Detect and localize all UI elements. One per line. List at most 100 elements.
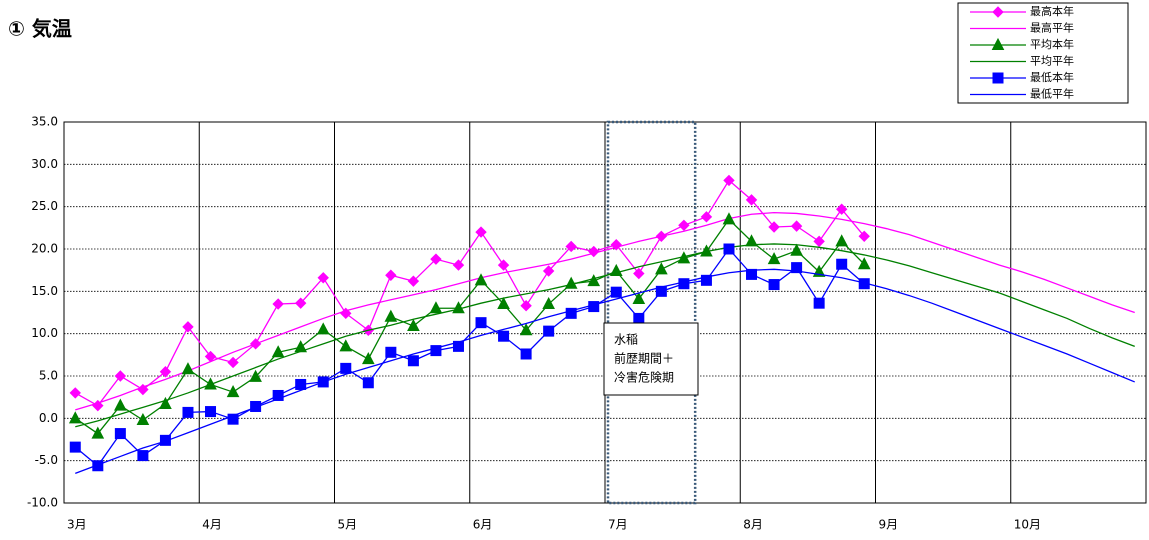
y-tick-label: 30.0 (31, 157, 58, 171)
marker (700, 274, 712, 286)
marker (385, 269, 397, 281)
marker (655, 262, 668, 275)
y-tick-label: 0.0 (39, 411, 58, 425)
marker (542, 265, 555, 277)
marker (317, 272, 329, 284)
marker (519, 323, 533, 336)
legend-box (957, 2, 1129, 104)
marker (92, 460, 104, 472)
x-tick-label: 5月 (338, 518, 358, 532)
period-box (606, 120, 697, 505)
x-tick-label: 6月 (473, 518, 493, 532)
marker (520, 348, 532, 360)
marker (565, 307, 577, 319)
marker (136, 412, 150, 426)
marker (746, 268, 758, 280)
marker (429, 301, 443, 314)
marker (430, 345, 442, 357)
marker (542, 296, 555, 310)
marker (678, 278, 690, 290)
marker (835, 234, 849, 247)
x-tick-label: 4月 (202, 518, 222, 532)
y-tick-label: -5.0 (35, 453, 58, 467)
marker (204, 377, 217, 390)
marker (723, 174, 735, 187)
marker (272, 298, 284, 310)
marker (587, 274, 601, 287)
marker (768, 279, 780, 291)
marker (182, 321, 194, 333)
marker (588, 245, 600, 258)
legend-label: 平均本年 (1030, 37, 1074, 51)
y-tick-label: 5.0 (39, 369, 58, 383)
marker (498, 330, 510, 342)
marker (678, 219, 690, 232)
marker (722, 212, 736, 225)
x-tick-label: 8月 (743, 518, 763, 532)
marker (137, 450, 149, 462)
marker (475, 226, 487, 238)
marker (565, 240, 577, 253)
marker (159, 396, 172, 409)
marker (791, 262, 803, 274)
legend-marker (992, 6, 1004, 18)
marker (294, 297, 307, 309)
marker (430, 253, 442, 265)
annotation-text: 冷害危険期 (614, 370, 674, 385)
marker (316, 322, 330, 335)
series-line (74, 179, 865, 407)
marker (407, 275, 420, 287)
marker (813, 297, 825, 309)
y-tick-label: 15.0 (31, 284, 58, 298)
marker (182, 406, 194, 418)
marker (226, 385, 240, 398)
marker (159, 366, 172, 378)
marker (69, 441, 81, 453)
marker (745, 234, 758, 247)
annotation-text: 水稲 (614, 333, 638, 347)
marker (632, 291, 646, 304)
marker (790, 220, 803, 232)
marker (790, 243, 803, 256)
marker (227, 356, 239, 369)
marker (69, 387, 81, 399)
marker (159, 434, 171, 446)
y-tick-label: 25.0 (31, 199, 58, 213)
annotation-box (603, 322, 699, 396)
legend-label: 平均平年 (1030, 54, 1074, 68)
series-line (75, 211, 1135, 411)
marker (227, 413, 239, 425)
marker (768, 221, 780, 233)
marker (745, 194, 758, 206)
legend-marker (992, 72, 1004, 84)
marker (114, 398, 127, 411)
x-tick-label: 9月 (879, 518, 899, 532)
marker (655, 285, 667, 297)
legend-label: 最高平年 (1030, 21, 1074, 35)
marker (857, 257, 871, 270)
marker (633, 312, 645, 324)
marker (114, 370, 127, 382)
marker (407, 318, 420, 332)
chart-title: ① 気温 (8, 17, 72, 41)
marker (836, 258, 848, 270)
marker (767, 252, 781, 265)
marker (361, 351, 375, 365)
legend-label: 最低本年 (1030, 70, 1074, 84)
marker (835, 203, 848, 215)
marker (181, 362, 195, 375)
marker (362, 377, 374, 389)
marker (250, 400, 262, 412)
marker (497, 296, 510, 310)
x-tick-label: 3月 (67, 518, 87, 532)
marker (723, 243, 735, 255)
marker (633, 267, 645, 280)
marker (91, 426, 105, 439)
marker (497, 259, 510, 271)
marker (858, 230, 870, 243)
marker (452, 259, 465, 271)
marker (114, 428, 126, 440)
marker (385, 346, 397, 358)
series-line (75, 268, 1135, 474)
